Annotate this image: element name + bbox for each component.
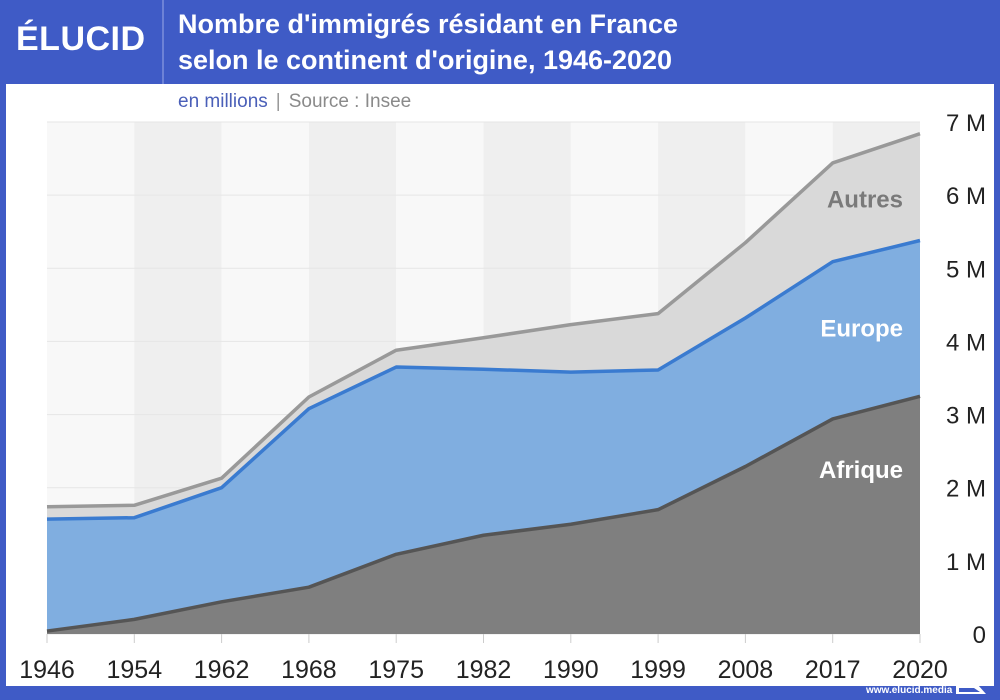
series-label-autres: Autres bbox=[827, 187, 903, 214]
chart-title: Nombre d'immigrés résidant en France sel… bbox=[178, 6, 678, 78]
series-labels: Afrique Europe Autres bbox=[819, 187, 903, 485]
y-label: 0 bbox=[973, 622, 986, 649]
x-label-2020: 2020 bbox=[892, 656, 948, 684]
x-label-1999: 1999 bbox=[630, 656, 686, 684]
x-label-2008: 2008 bbox=[718, 656, 774, 684]
x-axis-labels: 1946 1954 1962 1968 1975 1982 1990 1999 2008 2017… bbox=[19, 656, 948, 684]
title-line-2: selon le continent d'origine, 1946-2020 bbox=[178, 45, 673, 75]
area-europe bbox=[47, 240, 920, 632]
y-label: 1 M bbox=[946, 549, 986, 576]
y-label: 3 M bbox=[946, 403, 986, 430]
series-label-europe: Europe bbox=[820, 315, 903, 342]
y-axis-labels: 0 1 M 2 M 3 M 4 M 5 M 6 M 7 M bbox=[946, 110, 986, 649]
x-label-1954: 1954 bbox=[106, 656, 162, 684]
x-label-1990: 1990 bbox=[543, 656, 599, 684]
area-afrique bbox=[47, 396, 920, 634]
y-label: 6 M bbox=[946, 183, 986, 210]
x-label-1962: 1962 bbox=[194, 656, 250, 684]
chart-subtitle: en millions | Source : Insee bbox=[178, 91, 411, 113]
footer-url[interactable]: www.elucid.media bbox=[866, 685, 953, 696]
subtitle-separator: | bbox=[275, 91, 281, 112]
x-label-1946: 1946 bbox=[19, 656, 75, 684]
x-ticks bbox=[46, 634, 921, 643]
series-label-afrique: Afrique bbox=[819, 457, 903, 484]
x-label-1982: 1982 bbox=[456, 656, 512, 684]
line-europe bbox=[46, 238, 921, 521]
y-label: 5 M bbox=[946, 256, 986, 283]
elucid-logo: ÉLUCID bbox=[16, 20, 146, 58]
y-label: 2 M bbox=[946, 476, 986, 503]
header-band: ÉLUCID Nombre d'immigrés résidant en Fra… bbox=[0, 0, 1000, 84]
line-autres bbox=[46, 132, 921, 509]
y-label: 4 M bbox=[946, 329, 986, 356]
x-label-1968: 1968 bbox=[281, 656, 337, 684]
elucid-flag-icon bbox=[956, 681, 986, 694]
unit-label: en millions bbox=[178, 91, 268, 112]
x-label-2017: 2017 bbox=[805, 656, 861, 684]
title-line-1: Nombre d'immigrés résidant en France bbox=[178, 9, 679, 39]
source-label: Source : Insee bbox=[288, 91, 412, 112]
y-label: 7 M bbox=[946, 110, 986, 137]
x-label-1975: 1975 bbox=[368, 656, 424, 684]
header-divider bbox=[162, 0, 164, 84]
line-afrique bbox=[46, 394, 921, 633]
area-autres bbox=[47, 133, 920, 520]
stacked-areas bbox=[46, 132, 921, 634]
